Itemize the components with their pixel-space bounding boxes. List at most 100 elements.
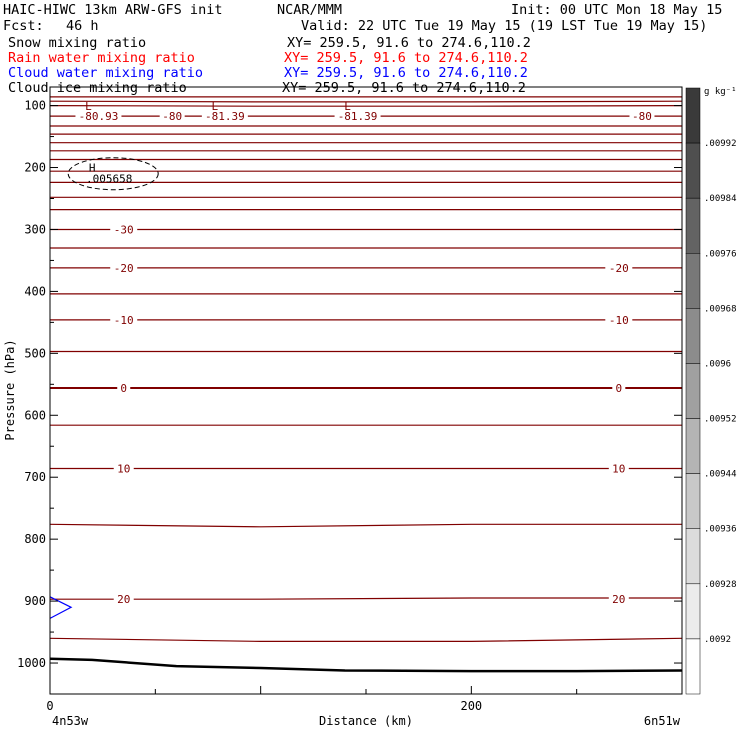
colorbar-label: .00944 <box>704 470 737 480</box>
upper-label-bg <box>159 110 185 123</box>
contour-label: 10 <box>117 463 130 476</box>
y-tick-label: 200 <box>24 161 46 175</box>
y-tick-label: 800 <box>24 532 46 546</box>
contour-labels: -30 -20 -20 -10 -10 0 0 10 10 20 20 <box>110 223 633 606</box>
colorbar-swatch <box>685 638 701 695</box>
y-tick-label: 700 <box>24 470 46 484</box>
snow-contour-ellipse <box>67 157 159 191</box>
x-tick-label: 200 <box>460 699 482 713</box>
colorbar-label: .0096 <box>704 359 731 369</box>
contour-label: 0 <box>615 382 622 395</box>
contour-label: 0 <box>120 382 127 395</box>
upper-label-bg <box>75 110 122 123</box>
contour-label: 20 <box>117 593 130 606</box>
valid-time: Valid: 22 UTC Tue 19 May 15 (19 LST Tue … <box>301 18 708 34</box>
contour-label-bg <box>113 593 134 606</box>
org-label: NCAR/MMM <box>277 2 343 18</box>
upper-label-bg <box>334 110 381 123</box>
y-tick-label: 900 <box>24 594 46 608</box>
contour-label: -10 <box>609 314 629 327</box>
snow-max-value: .005658 <box>86 173 132 186</box>
colorbar-swatch <box>685 253 701 309</box>
colorbar-label: .00968 <box>704 304 737 314</box>
x-tick-label: 0 <box>46 699 53 713</box>
colorbar-swatch <box>685 87 701 144</box>
colorbar-label: .00952 <box>704 415 737 425</box>
colorbar-label: .00976 <box>704 249 737 259</box>
x-axis-label: Distance (km) <box>319 714 413 728</box>
temperature-contour-line <box>49 105 683 107</box>
y-tick-label: 1000 <box>17 656 46 670</box>
colorbar-label: .00984 <box>704 194 737 204</box>
y-tick-label: 100 <box>24 99 46 113</box>
low-marker: L <box>344 100 351 113</box>
forecast-label: Fcst: <box>3 18 44 34</box>
upper-contour-label: -80 <box>632 110 652 123</box>
colorbar-label: .00928 <box>704 580 737 590</box>
colorbar-swatch <box>685 197 701 254</box>
contour-label: 10 <box>612 463 625 476</box>
field-name-cloud-water: Cloud water mixing ratio <box>8 65 204 81</box>
upper-level-labels: -80.93L-80 -81.39L-81.39L-80 <box>75 100 655 123</box>
contour-label-bg <box>110 313 138 326</box>
field-xy-rain: XY= 259.5, 91.6 to 274.6,110.2 <box>284 50 528 66</box>
contour-label: -30 <box>114 223 134 236</box>
y-tick-label: 600 <box>24 408 46 422</box>
colorbar-swatch <box>685 583 701 640</box>
colorbar-label: .00992 <box>704 139 737 149</box>
contour-label-bg <box>605 261 633 274</box>
x-endpoint-left: 4n53w <box>52 714 89 728</box>
colorbar-label: .00936 <box>704 525 737 535</box>
upper-contour-label: -80.93 <box>79 110 119 123</box>
contour-label: -20 <box>114 262 134 275</box>
contour-label: -10 <box>114 314 134 327</box>
y-tick-label: 500 <box>24 346 46 360</box>
terrain-surface-line <box>49 657 683 673</box>
high-marker: H <box>89 162 96 175</box>
contour-label-bg <box>110 223 138 236</box>
colorbar-swatch <box>685 363 701 419</box>
y-tick-label: 300 <box>24 222 46 236</box>
contour-label-bg <box>110 261 138 274</box>
low-marker: L <box>212 100 219 113</box>
colorbar-swatch <box>685 528 701 585</box>
field-name-rain: Rain water mixing ratio <box>8 50 195 66</box>
temperature-contour-line <box>49 100 683 103</box>
contour-label-bg <box>612 382 626 395</box>
temperature-contour-line <box>50 597 682 600</box>
terrain-line <box>49 657 683 673</box>
x-endpoint-right: 6n51w <box>644 714 681 728</box>
cloud-water-contour-line <box>49 596 73 619</box>
field-name-cloud-ice: Cloud ice mixing ratio <box>8 80 187 96</box>
contour-label-bg <box>117 382 131 395</box>
colorbar-swatch <box>685 418 701 474</box>
field-xy-cloud-ice: XY= 259.5, 91.6 to 274.6,110.2 <box>282 80 526 96</box>
low-marker: L <box>85 100 92 113</box>
contour-label: -20 <box>609 262 629 275</box>
y-axis-label: Pressure (hPa) <box>3 339 17 440</box>
init-time: Init: 00 UTC Mon 18 May 15 <box>511 2 723 18</box>
colorbar-swatch <box>685 473 701 529</box>
colorbar-swatch <box>685 142 701 199</box>
colorbar-unit: g kg⁻¹ <box>704 87 737 97</box>
contour-label-bg <box>113 462 134 475</box>
contour-label: 20 <box>612 593 625 606</box>
colorbar-swatch <box>685 308 701 364</box>
upper-label-bg <box>201 110 248 123</box>
colorbar: .00992 .00984 .00976 .00968 .0096 .00952 .0094… <box>685 87 737 695</box>
field-xy-cloud-water: XY= 259.5, 91.6 to 274.6,110.2 <box>284 65 528 81</box>
field-name-snow: Snow mixing ratio <box>8 35 147 51</box>
y-tick-label: 400 <box>24 284 46 298</box>
cloud-water-contour <box>49 596 73 619</box>
snow-contour: H.005658 <box>67 157 159 191</box>
upper-contour-label: -81.39 <box>338 110 378 123</box>
field-xy-snow: XY= 259.5, 91.6 to 274.6,110.2 <box>287 35 531 51</box>
upper-label-bg <box>629 110 655 123</box>
contour-label-bg <box>608 462 629 475</box>
plot-title: HAIC-HIWC 13km ARW-GFS init <box>3 2 223 18</box>
contour-label-bg <box>605 313 633 326</box>
plot-frame <box>49 86 683 695</box>
contour-label-bg <box>608 593 629 606</box>
